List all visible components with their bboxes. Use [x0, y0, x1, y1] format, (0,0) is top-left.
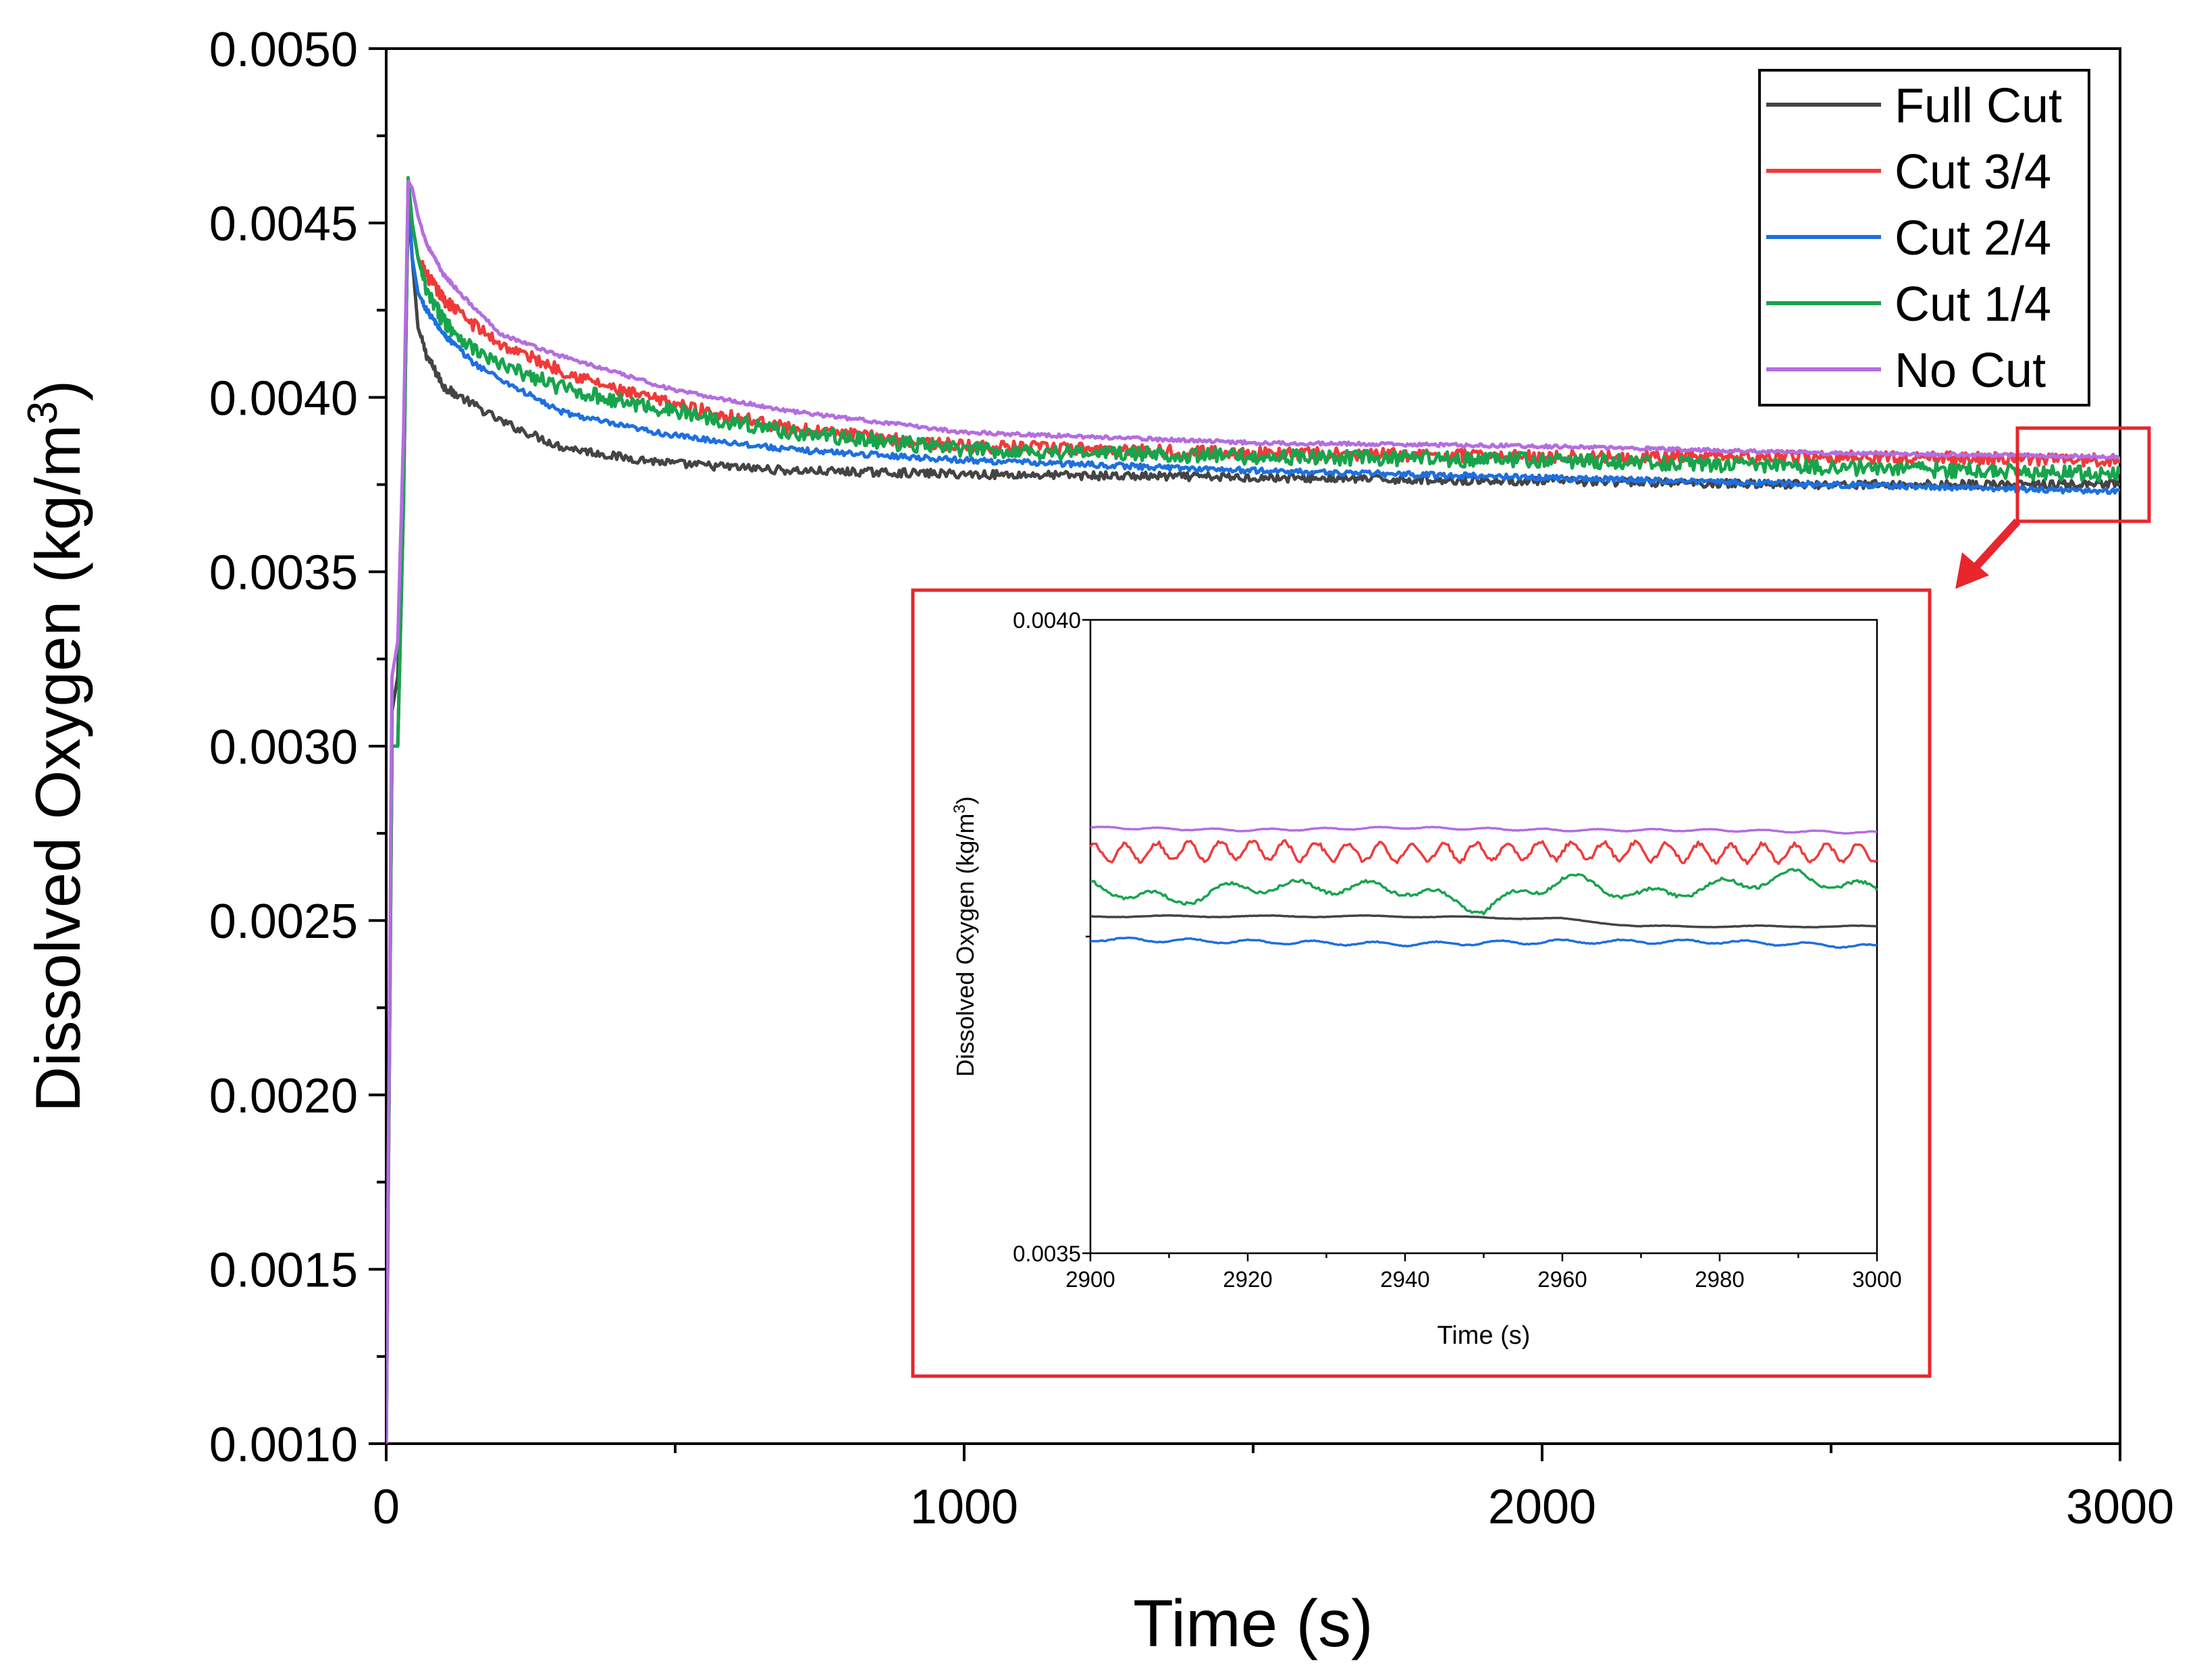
inset-plot: 2900 2920 2940 2960 2980 3000 0.0035 0.0040 Time…: [911, 588, 1932, 1378]
inset-x-tick-label: 2900: [1065, 1267, 1115, 1292]
inset-x-axis-title: Time (s): [1437, 1321, 1531, 1350]
x-axis-title: Time (s): [1133, 1586, 1373, 1660]
y-tick-label: 0.0040: [209, 371, 358, 425]
inset-x-tick-label: 2980: [1695, 1267, 1744, 1292]
inset-x-tick-label: 2960: [1537, 1267, 1587, 1292]
y-axis-title: Dissolved Oxygen (kg/m3): [20, 380, 94, 1112]
y-tick-label: 0.0015: [209, 1244, 358, 1298]
inset-series-line-cut-2-4: [1090, 936, 1878, 949]
legend-label-cut-1-4: Cut 1/4: [1895, 278, 2051, 332]
inset-y-axis-title-text: Dissolved Oxygen (kg/m: [951, 814, 979, 1077]
legend-label-cut-3-4: Cut 3/4: [1895, 145, 2051, 199]
x-tick-label: 3000: [2066, 1480, 2174, 1534]
zoom-region-box: [2015, 426, 2151, 523]
inset-series-line-full-cut: [1090, 914, 1878, 929]
series-line-cut-1-4: [386, 176, 2120, 1444]
inset-y-tick-label: 0.0040: [1013, 608, 1081, 633]
zoom-arrow-shaft: [1972, 518, 2021, 571]
inset-y-axis-title-close: ): [951, 796, 979, 804]
y-tick-label: 0.0010: [209, 1418, 358, 1472]
y-axis-title-text: Dissolved Oxygen (kg/m: [22, 425, 93, 1113]
legend: Full Cut Cut 3/4 Cut 2/4 Cut 1/4 No Cut: [1758, 69, 2090, 406]
x-tick-label: 1000: [910, 1480, 1018, 1534]
legend-label-no-cut: No Cut: [1895, 344, 2046, 398]
y-tick-label: 0.0030: [209, 720, 358, 775]
y-tick-label: 0.0050: [209, 23, 358, 77]
y-tick-label: 0.0035: [209, 546, 358, 600]
inset-x-tick-label: 3000: [1852, 1267, 1901, 1292]
y-axis-title-close: ): [22, 380, 93, 401]
inset-y-tick-label: 0.0035: [1013, 1241, 1081, 1266]
y-axis-title-superscript: 3: [20, 401, 66, 424]
series-group: [386, 176, 2120, 1444]
series-line-no-cut: [386, 179, 2120, 1444]
x-tick-label: 2000: [1488, 1480, 1596, 1534]
inset-series-line-cut-3-4: [1089, 839, 1878, 866]
inset-x-tick-label: 2940: [1380, 1267, 1429, 1292]
legend-label-full-cut: Full Cut: [1895, 79, 2062, 133]
inset-y-axis-title-superscript: 3: [951, 804, 969, 813]
y-tick-label: 0.0025: [209, 895, 358, 949]
series-line-cut-2-4: [386, 186, 2120, 1444]
legend-label-cut-2-4: Cut 2/4: [1895, 211, 2051, 265]
inset-border: [911, 588, 1932, 1378]
inset-y-axis-title: Dissolved Oxygen (kg/m3): [951, 796, 980, 1077]
inset-x-tick-label: 2920: [1223, 1267, 1272, 1292]
zoom-arrow-head: [1955, 552, 1989, 589]
main-plot: 0 1000 2000 3000 0.0010 0.0015 0.0020 0.0025 0.0…: [20, 23, 2175, 1660]
x-tick-label: 0: [373, 1480, 400, 1534]
y-tick-label: 0.0020: [209, 1069, 358, 1123]
inset-series-line-cut-1-4: [1090, 868, 1878, 916]
inset-series-line-no-cut: [1090, 825, 1878, 835]
zoom-indicator: [1955, 426, 2151, 589]
y-tick-label: 0.0045: [209, 197, 358, 251]
